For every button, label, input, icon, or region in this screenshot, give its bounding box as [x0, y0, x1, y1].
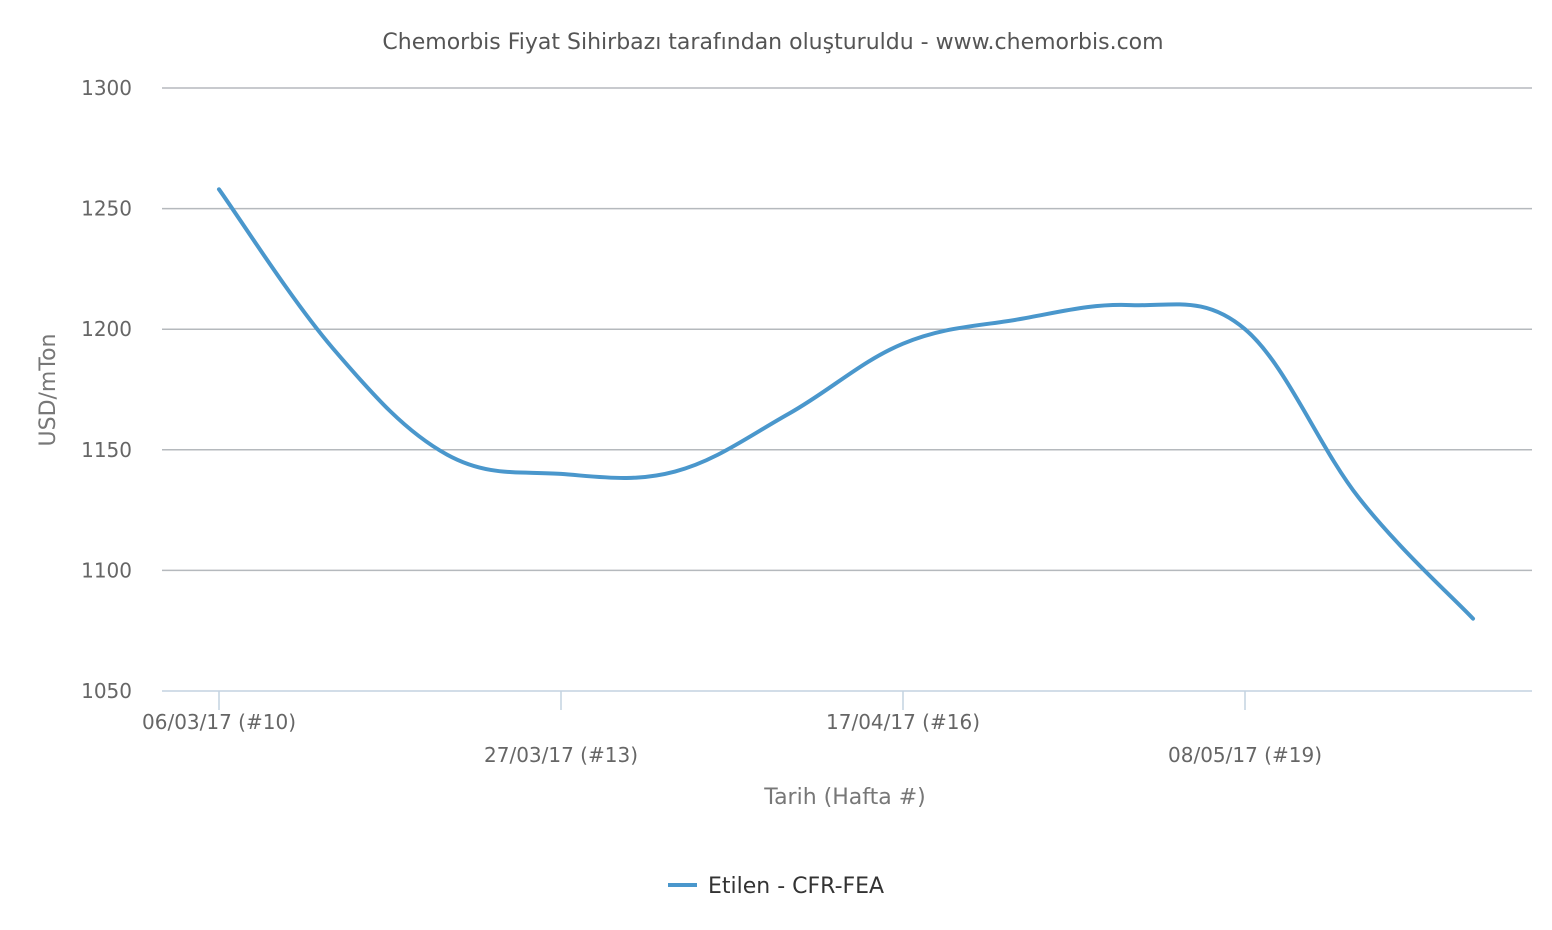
x-tick-label: 08/05/17 (#19) [1168, 743, 1322, 767]
grid-lines [162, 87, 1532, 692]
legend[interactable]: Etilen - CFR-FEA [668, 874, 884, 899]
series-line[interactable] [217, 187, 1475, 621]
x-axis: 06/03/17 (#10) 27/03/17 (#13) 17/04/17 (#1… [142, 691, 1322, 767]
chart-title: Chemorbis Fiyat Sihirbazı tarafından olu… [382, 30, 1163, 55]
x-tick-label: 06/03/17 (#10) [142, 710, 296, 734]
y-tick-label: 1050 [81, 679, 132, 703]
x-tick-label: 17/04/17 (#16) [826, 710, 980, 734]
x-axis-title: Tarih (Hafta #) [763, 785, 925, 810]
x-tick-label: 27/03/17 (#13) [484, 743, 638, 767]
y-tick-label: 1100 [81, 558, 132, 582]
y-axis-ticks: 1050 1100 1150 1200 1250 1300 [81, 76, 132, 703]
y-tick-label: 1300 [81, 76, 132, 100]
y-tick-label: 1200 [81, 317, 132, 341]
y-axis-title: USD/mTon [36, 334, 61, 447]
y-tick-label: 1250 [81, 197, 132, 221]
y-tick-label: 1150 [81, 438, 132, 462]
series-group [217, 187, 1475, 621]
legend-label: Etilen - CFR-FEA [708, 874, 884, 899]
